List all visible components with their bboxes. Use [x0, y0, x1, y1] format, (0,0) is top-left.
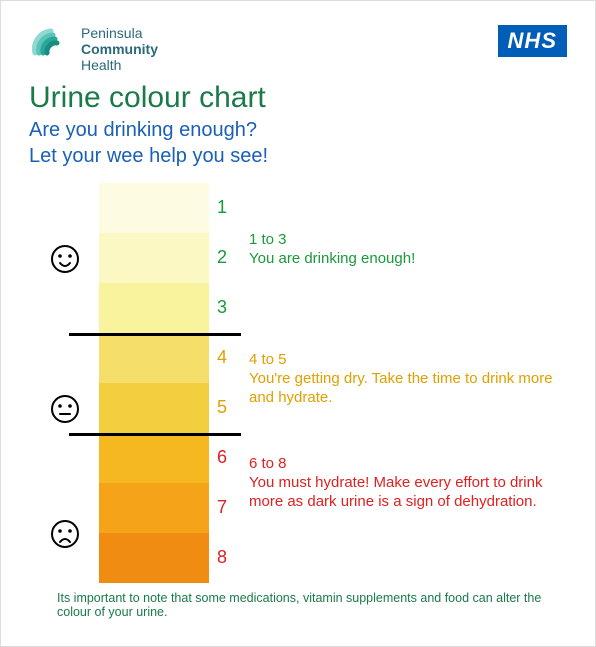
range-text-3: 6 to 8You must hydrate! Make every effor… [249, 455, 559, 511]
org-logo-block: Peninsula Community Health [29, 25, 158, 73]
swatch-2 [99, 233, 209, 283]
page-subtitle: Are you drinking enough? Let your wee he… [29, 117, 567, 169]
range-text-1: 1 to 3You are drinking enough! [249, 231, 559, 269]
divider-2 [69, 433, 241, 436]
swatch-number-6: 6 [217, 447, 227, 468]
range-body: You're getting dry. Take the time to dri… [249, 370, 559, 408]
subtitle-line1: Are you drinking enough? [29, 119, 257, 141]
swatch-number-7: 7 [217, 497, 227, 518]
org-name: Peninsula Community Health [81, 25, 158, 73]
org-line2: Community [81, 41, 158, 57]
range-body: You must hydrate! Make every effort to d… [249, 474, 559, 512]
swatch-number-3: 3 [217, 297, 227, 318]
swatch-number-2: 2 [217, 247, 227, 268]
range-heading: 4 to 5 [249, 351, 559, 370]
footnote: Its important to note that some medicati… [57, 591, 557, 619]
neutral-face-icon [49, 393, 81, 431]
range-heading: 1 to 3 [249, 231, 559, 250]
range-body: You are drinking enough! [249, 250, 559, 269]
swatch-7 [99, 483, 209, 533]
range-text-2: 4 to 5You're getting dry. Take the time … [249, 351, 559, 407]
urine-colour-chart: 1 2 3 4 5 6 7 8 1 to 3You are drinking enough! 4… [49, 183, 567, 583]
happy-face-icon [49, 243, 81, 281]
swatch-1 [99, 183, 209, 233]
swirl-icon [29, 27, 73, 71]
swatch-number-5: 5 [217, 397, 227, 418]
swatch-number-1: 1 [217, 197, 227, 218]
swatch-number-4: 4 [217, 347, 227, 368]
divider-1 [69, 333, 241, 336]
swatch-4 [99, 333, 209, 383]
header: Peninsula Community Health NHS [29, 25, 567, 73]
org-line1: Peninsula [81, 25, 158, 41]
swatch-5 [99, 383, 209, 433]
swatch-6 [99, 433, 209, 483]
sad-face-icon [49, 518, 81, 556]
swatch-column [99, 183, 209, 583]
nhs-badge: NHS [498, 25, 567, 57]
swatch-3 [99, 283, 209, 333]
swatch-8 [99, 533, 209, 583]
subtitle-line2: Let your wee help you see! [29, 145, 268, 167]
range-heading: 6 to 8 [249, 455, 559, 474]
swatch-number-8: 8 [217, 547, 227, 568]
page-title: Urine colour chart [29, 81, 567, 115]
org-line3: Health [81, 57, 158, 73]
